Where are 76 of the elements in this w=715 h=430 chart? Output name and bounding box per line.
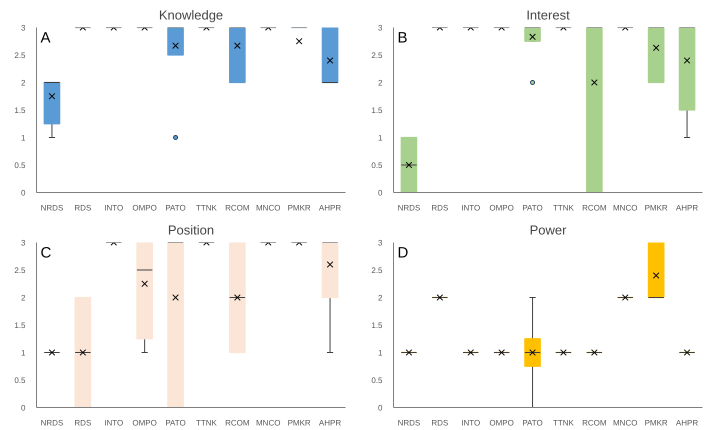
x-tick-label: NRDS: [398, 204, 420, 212]
x-tick-label: RCOM: [582, 418, 607, 428]
y-tick-label: 0.5: [371, 376, 384, 385]
y-tick-label: 0: [378, 404, 384, 412]
y-tick-label: 3: [378, 24, 384, 32]
x-tick-label: PATO: [165, 418, 186, 428]
annotation: D: [398, 244, 408, 262]
y-tick-label: 1.5: [14, 106, 26, 115]
y-tick-label: 3: [21, 238, 26, 248]
x-tick-label: RDS: [431, 418, 448, 428]
y-tick-label: 0: [21, 188, 26, 198]
chart-title: Position: [168, 222, 214, 238]
x-tick-label: NRDS: [40, 418, 64, 428]
x-tick-label: PATO: [522, 418, 543, 428]
y-tick-label: 2.5: [371, 266, 384, 275]
y-tick-label: 1: [378, 348, 384, 358]
y-tick-label: 2.5: [371, 51, 384, 60]
x-tick-label: RCOM: [582, 204, 607, 212]
y-tick-label: 0.5: [14, 376, 26, 385]
x-tick-label: OMPO: [489, 418, 514, 428]
x-tick-label: AHPR: [318, 204, 342, 212]
y-tick-label: 0: [378, 188, 384, 198]
x-tick-label: RDS: [74, 204, 92, 212]
x-tick-label: PMKR: [288, 418, 311, 428]
annotation: B: [398, 30, 408, 46]
x-tick-label: RCOM: [225, 418, 250, 428]
y-tick-label: 1: [21, 348, 26, 358]
x-tick-label: MNCO: [613, 418, 638, 428]
chart-title: Power: [530, 222, 568, 238]
x-tick-label: AHPR: [676, 418, 698, 428]
x-tick-label: AHPR: [676, 204, 698, 212]
x-tick-label: TTNK: [196, 418, 218, 428]
x-tick-label: NRDS: [40, 204, 64, 212]
y-tick-label: 2: [21, 78, 26, 88]
y-tick-label: 2.5: [14, 51, 26, 60]
x-tick-label: PMKR: [644, 204, 668, 212]
x-tick-label: RDS: [431, 204, 448, 212]
y-tick-label: 0: [21, 404, 26, 412]
x-tick-label: TTNK: [196, 204, 218, 212]
x-tick-label: INTO: [104, 418, 124, 428]
chart-title: Knowledge: [158, 8, 224, 22]
chart-title: Interest: [526, 8, 570, 22]
x-tick-label: INTO: [461, 418, 480, 428]
y-tick-label: 3: [378, 238, 384, 248]
x-tick-label: TTNK: [553, 418, 575, 428]
y-tick-label: 3: [21, 24, 26, 32]
y-tick-label: 1.5: [371, 106, 384, 115]
x-tick-label: MNCO: [613, 204, 638, 212]
annotation: A: [40, 30, 51, 46]
y-tick-label: 0.5: [371, 161, 384, 170]
y-tick-label: 2: [378, 294, 384, 302]
y-tick-label: 0.5: [14, 161, 26, 170]
x-tick-label: AHPR: [318, 418, 342, 428]
x-tick-label: MNCO: [256, 204, 280, 212]
annotation: C: [40, 244, 52, 262]
y-tick-label: 2: [378, 78, 384, 88]
y-tick-label: 1.5: [14, 321, 26, 330]
x-tick-label: INTO: [461, 204, 480, 212]
y-tick-label: 1: [378, 134, 384, 142]
x-tick-label: INTO: [104, 204, 124, 212]
y-tick-label: 2.5: [14, 266, 26, 275]
x-tick-label: PMKR: [288, 204, 311, 212]
x-tick-label: PATO: [522, 204, 543, 212]
x-tick-label: OMPO: [132, 418, 157, 428]
x-tick-label: TTNK: [553, 204, 575, 212]
y-tick-label: 1: [21, 134, 26, 142]
x-tick-label: RDS: [74, 418, 92, 428]
x-tick-label: RCOM: [225, 204, 250, 212]
x-tick-label: PATO: [165, 204, 186, 212]
y-tick-label: 1.5: [371, 321, 384, 330]
x-tick-label: MNCO: [256, 418, 280, 428]
x-tick-label: PMKR: [644, 418, 668, 428]
y-tick-label: 2: [21, 294, 26, 302]
x-tick-label: NRDS: [398, 418, 420, 428]
x-tick-label: OMPO: [132, 204, 157, 212]
x-tick-label: OMPO: [489, 204, 514, 212]
